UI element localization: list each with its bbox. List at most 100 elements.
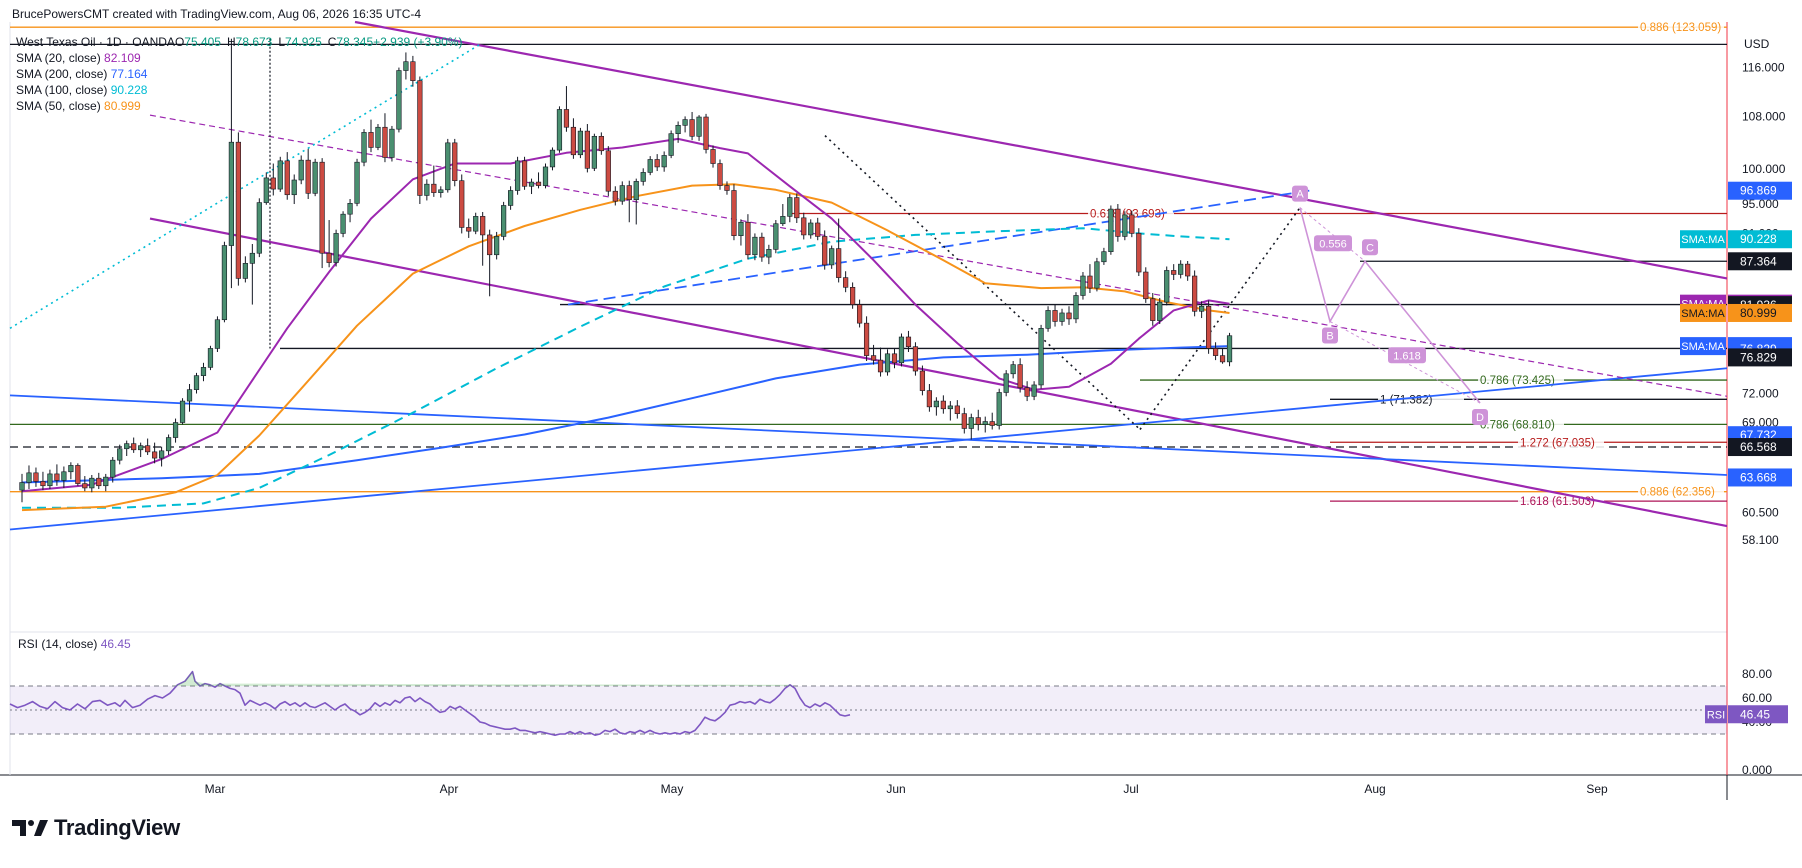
candle [424,179,430,201]
candle-body [570,126,577,156]
candle [466,218,472,238]
sma20-line [21,137,1230,493]
candle [396,67,402,133]
candle [605,146,611,197]
ma-tag-label: SMA:MA [1681,234,1725,246]
harmonic-point-label: D [1476,412,1484,424]
candle [1185,260,1191,281]
candle-body [40,481,46,487]
candle [131,437,137,453]
candle [417,76,423,205]
harmonic-point-badge [1322,327,1338,344]
price-tag [1728,468,1792,487]
candle-body [61,471,67,481]
rsi-label: RSI (14, close) 46.45 [18,637,131,651]
candle [145,438,151,455]
tradingview-logo[interactable]: TradingView [12,815,180,841]
candle [138,442,144,458]
price-tag-text: 76.829 [1740,350,1777,364]
candle-body [794,197,800,219]
candle [933,397,939,416]
candle-body [780,216,786,225]
price-tag [1728,181,1792,200]
candle [829,245,835,269]
candle-body [829,248,835,266]
candle-body [1157,301,1163,321]
candle [647,156,653,176]
level-label-bg [1518,493,1604,508]
candle-body [1171,270,1177,275]
candle-body [619,185,625,202]
candle-body [689,119,695,137]
dotted-trendline [9,43,481,329]
candle [535,172,542,189]
candle [752,233,758,261]
candle-body [1003,373,1009,393]
harmonic-ratio-label: 0.556 [1319,238,1347,250]
candle-body [898,336,905,364]
candle-body [501,205,507,237]
candle [501,201,507,241]
candle-body [668,133,674,156]
candle [75,463,81,486]
candle-body [954,405,960,414]
x-tick-label: May [661,782,684,796]
candle-body [542,166,549,186]
candle-body [19,482,25,491]
candle-body [110,459,116,478]
symbol-name: West Texas Oil · 1D · OANDA [16,35,175,49]
harmonic-point-label: C [1366,242,1374,254]
candle [1206,300,1212,354]
candle-body [403,61,409,71]
candle-body [326,252,332,263]
candle [815,217,821,241]
candle-body [256,202,262,254]
candle-body [1206,305,1212,349]
candle [452,138,458,187]
candle-body [1080,275,1086,296]
candle-body [284,160,290,196]
candle [473,212,479,235]
candle [165,434,172,455]
candle-body [773,223,779,250]
candle-body [1094,261,1100,289]
candle [186,384,193,412]
candle-body [75,465,81,484]
rsi-price-tag-text: 46.45 [1740,707,1770,721]
candle-body [563,109,570,128]
candle-body [815,222,821,237]
candle-body [577,130,583,156]
candle-body [172,422,179,438]
candle-body [1143,271,1149,300]
candle-body [228,141,235,246]
candle [193,372,200,394]
candle-body [654,159,660,168]
candle [1199,301,1205,319]
candle [514,156,521,195]
candle [1122,211,1128,241]
candle-body [186,389,193,402]
candle-body [1038,328,1044,386]
long-term-trendline [9,394,1728,476]
harmonic-ratio-line [1299,207,1366,262]
ma-tag-prefix [1680,230,1726,249]
candle [445,138,451,193]
candle-body [375,126,381,148]
rsi-tick-label: 60.00 [1742,691,1772,705]
fib-level-label: 1.272 (67.035) [1520,437,1595,449]
candle [403,52,409,80]
candle [207,345,214,371]
candle [487,229,493,297]
candle [521,156,528,190]
candle-body [703,116,709,150]
candle [780,204,786,226]
price-tag [1728,230,1792,249]
y-tick-label: 116.000 [1742,61,1785,75]
candle [249,244,255,305]
candle-body [298,159,304,181]
candle-body [445,142,451,191]
y-tick-label: 72.000 [1742,386,1779,400]
candle [766,244,772,265]
candle [863,316,870,362]
